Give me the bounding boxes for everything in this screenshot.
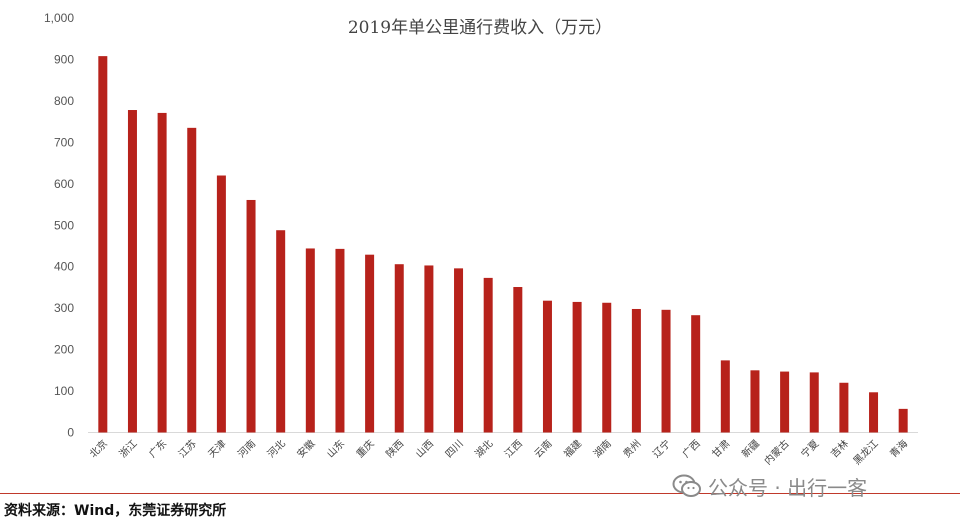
x-tick-label: 山东 — [324, 437, 347, 460]
bar — [483, 277, 493, 433]
x-tick-label: 浙江 — [117, 438, 140, 461]
y-axis: 0 100 200 300 400 500 600 700 800 900 1,000 — [44, 11, 74, 440]
watermark: 公众号 · 出行一客 — [672, 472, 867, 500]
y-tick-label: 100 — [54, 384, 74, 398]
bar — [572, 301, 582, 433]
y-tick-label: 700 — [54, 135, 74, 149]
x-axis: 北京 浙江 广东 江苏 天津 河南 河北 安徽 山东 重庆 陕西 山西 四川 湖北 江西 云南 福建 湖南 贵州 辽宁… — [87, 437, 911, 467]
source-divider — [0, 493, 960, 494]
x-tick-label: 吉林 — [828, 437, 851, 460]
x-tick-label: 甘肃 — [709, 437, 732, 460]
x-tick-label: 陕西 — [383, 437, 406, 460]
x-tick-label: 青海 — [887, 437, 910, 460]
x-tick-label: 辽宁 — [650, 437, 673, 460]
watermark-text: 公众号 · 出行一客 — [708, 475, 868, 500]
y-tick-label: 500 — [54, 218, 74, 232]
bar — [424, 265, 434, 433]
bar — [335, 248, 345, 433]
x-tick-label: 贵州 — [620, 437, 643, 460]
y-tick-label: 900 — [54, 52, 74, 66]
bar — [246, 199, 256, 433]
bar — [661, 309, 671, 433]
source-note: 资料来源：Wind，东莞证券研究所 — [4, 503, 227, 519]
x-tick-label: 安徽 — [294, 437, 317, 460]
bar — [305, 248, 315, 433]
x-tick-label: 天津 — [206, 438, 229, 461]
y-tick-label: 400 — [54, 260, 74, 274]
bar — [720, 360, 730, 433]
bar — [839, 382, 849, 433]
x-tick-label: 广东 — [146, 437, 169, 460]
y-tick-label: 300 — [54, 301, 74, 315]
y-tick-label: 200 — [54, 343, 74, 357]
x-tick-label: 黑龙江 — [850, 437, 880, 467]
x-tick-label: 重庆 — [353, 437, 376, 460]
bar — [394, 264, 404, 433]
x-tick-label: 北京 — [87, 437, 110, 460]
bar — [898, 408, 908, 433]
bar — [780, 371, 790, 433]
bar — [127, 110, 137, 433]
bar — [98, 56, 108, 433]
y-tick-label: 800 — [54, 94, 74, 108]
bar — [157, 112, 167, 433]
x-tick-label: 江苏 — [176, 437, 199, 460]
bar — [513, 287, 523, 433]
x-tick-label: 新疆 — [739, 437, 762, 460]
bar — [750, 370, 760, 433]
x-tick-label: 四川 — [444, 438, 466, 460]
bar — [276, 230, 286, 433]
bar — [691, 315, 701, 433]
bar-series — [98, 56, 908, 433]
bar — [869, 392, 879, 433]
x-tick-label: 河北 — [265, 438, 288, 461]
x-tick-label: 福建 — [561, 437, 584, 460]
bar — [542, 300, 552, 433]
x-tick-label: 云南 — [531, 437, 554, 460]
x-tick-label: 内蒙古 — [761, 437, 791, 467]
bar — [187, 127, 197, 433]
bar — [365, 254, 375, 433]
x-tick-label: 湖北 — [473, 438, 496, 461]
bar — [631, 308, 641, 433]
y-tick-label: 1,000 — [44, 11, 74, 25]
chart-title: 2019年单公里通行费收入（万元） — [348, 18, 612, 38]
bar — [602, 302, 612, 433]
x-tick-label: 湖南 — [591, 437, 614, 460]
bar — [454, 268, 464, 433]
bar — [216, 175, 226, 433]
y-tick-label: 600 — [54, 177, 74, 191]
x-tick-label: 广西 — [680, 438, 703, 461]
y-tick-label: 0 — [67, 426, 74, 440]
x-tick-label: 宁夏 — [798, 437, 821, 460]
bar — [809, 372, 819, 433]
x-tick-label: 山西 — [413, 438, 436, 461]
x-tick-label: 江西 — [502, 438, 525, 461]
wechat-icon — [672, 474, 701, 497]
x-tick-label: 河南 — [235, 437, 258, 460]
